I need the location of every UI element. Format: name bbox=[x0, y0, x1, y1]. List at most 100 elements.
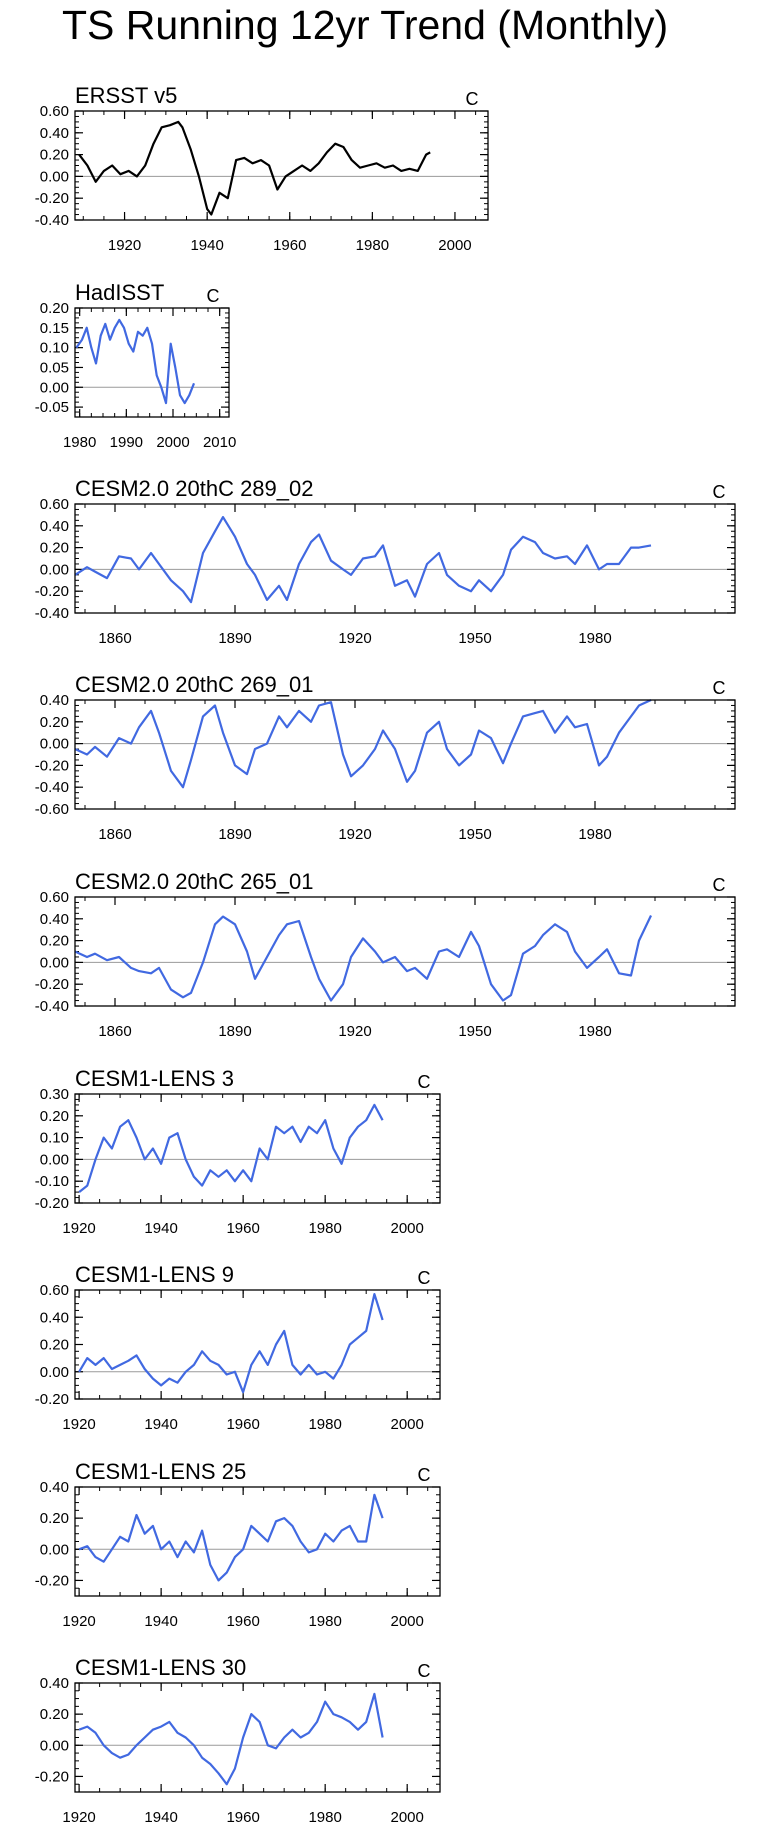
chart-5-y-tick-label: 0.40 bbox=[40, 911, 69, 928]
chart-3-units: C bbox=[713, 482, 726, 502]
chart-4-units: C bbox=[713, 678, 726, 698]
chart-6-plot-frame bbox=[74, 1093, 441, 1204]
chart-7-series-line bbox=[78, 1292, 384, 1394]
chart-8-y-tick-label: 0.00 bbox=[40, 1541, 69, 1558]
chart-9-x-tick-label: 1920 bbox=[62, 1809, 95, 1826]
chart-4-x-tick-label: 1950 bbox=[458, 826, 491, 843]
chart-3-plot-frame bbox=[74, 503, 736, 614]
chart-3-series-line bbox=[74, 515, 652, 604]
chart-1-y-tick-label: -0.40 bbox=[35, 212, 69, 229]
chart-3-x-tick-label: 1920 bbox=[338, 630, 371, 647]
chart-2-plot-frame bbox=[74, 307, 230, 418]
chart-9-y-tick-label: -0.20 bbox=[35, 1768, 69, 1785]
chart-7-y-tick-label: 0.00 bbox=[40, 1364, 69, 1381]
chart-6-x-tick-label: 1920 bbox=[62, 1220, 95, 1237]
chart-6-x-tick-label: 2000 bbox=[391, 1220, 424, 1237]
chart-4-x-tick-label: 1890 bbox=[218, 826, 251, 843]
chart-3-y-tick-label: -0.40 bbox=[35, 605, 69, 622]
chart-3-y-tick-label: 0.00 bbox=[40, 561, 69, 578]
chart-1-y-tick-label: 0.00 bbox=[40, 168, 69, 185]
chart-6-y-tick-label: -0.20 bbox=[35, 1195, 69, 1212]
chart-4-plot-frame bbox=[74, 699, 736, 810]
chart-8-x-tick-label: 1920 bbox=[62, 1613, 95, 1630]
figure-title: TS Running 12yr Trend (Monthly) bbox=[62, 2, 669, 48]
chart-3-y-tick-label: -0.20 bbox=[35, 583, 69, 600]
chart-5-y-tick-label: 0.60 bbox=[40, 889, 69, 906]
chart-9-title: CESM1-LENS 30 bbox=[75, 1655, 246, 1680]
chart-5-series-line bbox=[74, 915, 652, 1002]
chart-6-y-tick-label: 0.00 bbox=[40, 1151, 69, 1168]
chart-8-series-line bbox=[78, 1493, 384, 1582]
chart-1-y-tick-label: -0.20 bbox=[35, 190, 69, 207]
chart-6-y-tick-label: 0.10 bbox=[40, 1130, 69, 1147]
chart-5-y-tick-label: -0.20 bbox=[35, 976, 69, 993]
chart-4-y-tick-label: -0.60 bbox=[35, 801, 69, 818]
chart-6-series-line bbox=[78, 1103, 384, 1193]
chart-4-y-tick-label: 0.20 bbox=[40, 714, 69, 731]
chart-2-x-tick-label: 1990 bbox=[110, 434, 143, 451]
chart-5-title: CESM2.0 20thC 265_01 bbox=[75, 869, 314, 894]
chart-5-y-tick-label: 0.00 bbox=[40, 954, 69, 971]
chart-8-x-tick-label: 1960 bbox=[226, 1613, 259, 1630]
chart-8-x-tick-label: 1940 bbox=[144, 1613, 177, 1630]
chart-1-y-tick-label: 0.60 bbox=[40, 103, 69, 120]
chart-4-x-tick-label: 1980 bbox=[578, 826, 611, 843]
chart-9-x-tick-label: 1980 bbox=[308, 1809, 341, 1826]
chart-2-y-tick-label: 0.20 bbox=[40, 300, 69, 317]
chart-8-x-tick-label: 1980 bbox=[308, 1613, 341, 1630]
chart-9-x-tick-label: 1960 bbox=[226, 1809, 259, 1826]
chart-4-x-tick-label: 1920 bbox=[338, 826, 371, 843]
chart-7-x-tick-label: 1920 bbox=[62, 1416, 95, 1433]
chart-1-series-line bbox=[78, 120, 431, 216]
chart-3-y-tick-label: 0.20 bbox=[40, 540, 69, 557]
chart-7-x-tick-label: 1960 bbox=[226, 1416, 259, 1433]
chart-5-y-tick-label: 0.20 bbox=[40, 933, 69, 950]
chart-1-y-tick-label: 0.20 bbox=[40, 147, 69, 164]
chart-9-plot-frame bbox=[74, 1682, 441, 1793]
chart-7-y-tick-label: -0.20 bbox=[35, 1391, 69, 1408]
chart-7-title: CESM1-LENS 9 bbox=[75, 1262, 234, 1287]
chart-8-plot-frame bbox=[74, 1486, 441, 1597]
chart-6-x-tick-label: 1940 bbox=[144, 1220, 177, 1237]
chart-6-x-tick-label: 1980 bbox=[308, 1220, 341, 1237]
chart-3-x-tick-label: 1950 bbox=[458, 630, 491, 647]
chart-9-y-tick-label: 0.00 bbox=[40, 1737, 69, 1754]
chart-9-y-tick-label: 0.40 bbox=[40, 1675, 69, 1692]
chart-7-x-tick-label: 1980 bbox=[308, 1416, 341, 1433]
chart-5-x-tick-label: 1980 bbox=[578, 1023, 611, 1040]
chart-5-x-tick-label: 1920 bbox=[338, 1023, 371, 1040]
chart-8-x-tick-label: 2000 bbox=[391, 1613, 424, 1630]
chart-1-x-tick-label: 1920 bbox=[108, 237, 141, 254]
chart-2-title: HadISST bbox=[75, 280, 164, 305]
chart-5-units: C bbox=[713, 875, 726, 895]
chart-1-x-tick-label: 1940 bbox=[190, 237, 223, 254]
chart-5-x-tick-label: 1950 bbox=[458, 1023, 491, 1040]
chart-8-units: C bbox=[418, 1465, 431, 1485]
chart-8-y-tick-label: -0.20 bbox=[35, 1572, 69, 1589]
chart-7-y-tick-label: 0.40 bbox=[40, 1309, 69, 1326]
chart-6-units: C bbox=[418, 1072, 431, 1092]
chart-5-plot-frame bbox=[74, 896, 736, 1007]
chart-2-x-tick-label: 2010 bbox=[203, 434, 236, 451]
chart-3-x-tick-label: 1890 bbox=[218, 630, 251, 647]
chart-2-x-tick-label: 1980 bbox=[63, 434, 96, 451]
chart-3-title: CESM2.0 20thC 289_02 bbox=[75, 476, 314, 501]
chart-7-y-tick-label: 0.60 bbox=[40, 1282, 69, 1299]
chart-7-x-tick-label: 2000 bbox=[391, 1416, 424, 1433]
chart-2-series-line bbox=[75, 318, 196, 405]
chart-1-units: C bbox=[466, 89, 479, 109]
chart-8-y-tick-label: 0.40 bbox=[40, 1479, 69, 1496]
chart-5-y-tick-label: -0.40 bbox=[35, 998, 69, 1015]
chart-4-x-tick-label: 1860 bbox=[98, 826, 131, 843]
chart-9-x-tick-label: 1940 bbox=[144, 1809, 177, 1826]
chart-4-y-tick-label: 0.00 bbox=[40, 736, 69, 753]
chart-6-y-tick-label: -0.10 bbox=[35, 1173, 69, 1190]
chart-6-x-tick-label: 1960 bbox=[226, 1220, 259, 1237]
chart-6-y-tick-label: 0.20 bbox=[40, 1108, 69, 1125]
chart-1-plot-frame bbox=[74, 110, 489, 221]
chart-3-y-tick-label: 0.40 bbox=[40, 518, 69, 535]
chart-2-y-tick-label: -0.05 bbox=[35, 399, 69, 416]
chart-1-y-tick-label: 0.40 bbox=[40, 125, 69, 142]
chart-1-x-tick-label: 1960 bbox=[273, 237, 306, 254]
